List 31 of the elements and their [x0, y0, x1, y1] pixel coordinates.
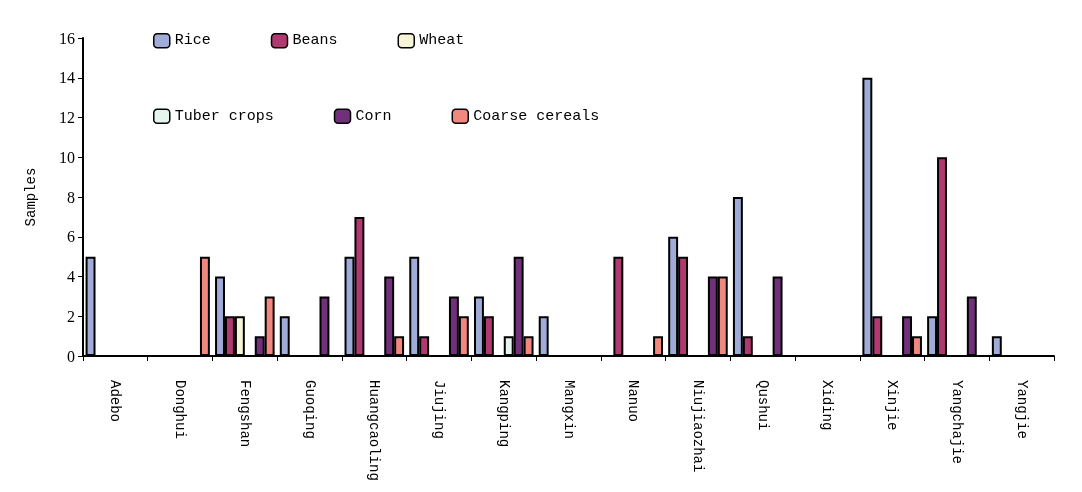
x-tick-label: Yangchajie [948, 380, 965, 465]
x-tick-label: Xiding [819, 380, 836, 431]
legend-label: Beans [292, 32, 338, 50]
x-tick-label: Guoqing [301, 380, 318, 439]
y-tick-label: 14 [59, 69, 75, 87]
legend-label: Wheat [419, 32, 465, 50]
x-tick-label: Jiujing [431, 380, 448, 439]
x-tick-label: Fengshan [236, 380, 253, 448]
x-tick-label: Huangcaoling [366, 380, 383, 481]
y-tick-label: 12 [59, 109, 75, 126]
y-tick-label: 0 [67, 347, 75, 365]
y-tick-label: 4 [67, 268, 75, 285]
y-tick-label: 16 [59, 29, 75, 47]
legend-label: Rice [174, 32, 211, 50]
legend-label: Corn [355, 107, 392, 125]
x-tick-label: Kangping [495, 380, 512, 448]
x-tick-label: Mangxin [560, 380, 577, 439]
x-tick-label: Yangjie [1013, 380, 1030, 439]
legend-label: Coarse cereals [473, 107, 600, 125]
x-tick-label: Qushui [754, 380, 771, 431]
x-tick-label: Adebo [107, 380, 124, 423]
y-tick-label: 2 [67, 307, 75, 325]
x-tick-label: Nanuo [625, 380, 642, 423]
x-tick-label: Niujiaozhai [689, 380, 706, 473]
x-tick-label: Donghui [172, 380, 189, 439]
legend-label: Tuber crops [174, 107, 274, 125]
y-tick-label: 8 [67, 188, 75, 206]
y-tick-label: 6 [67, 228, 75, 246]
y-tick-label: 10 [59, 148, 75, 166]
y-axis-title: Samples [23, 167, 39, 227]
x-tick-label: Xinjie [884, 380, 901, 431]
